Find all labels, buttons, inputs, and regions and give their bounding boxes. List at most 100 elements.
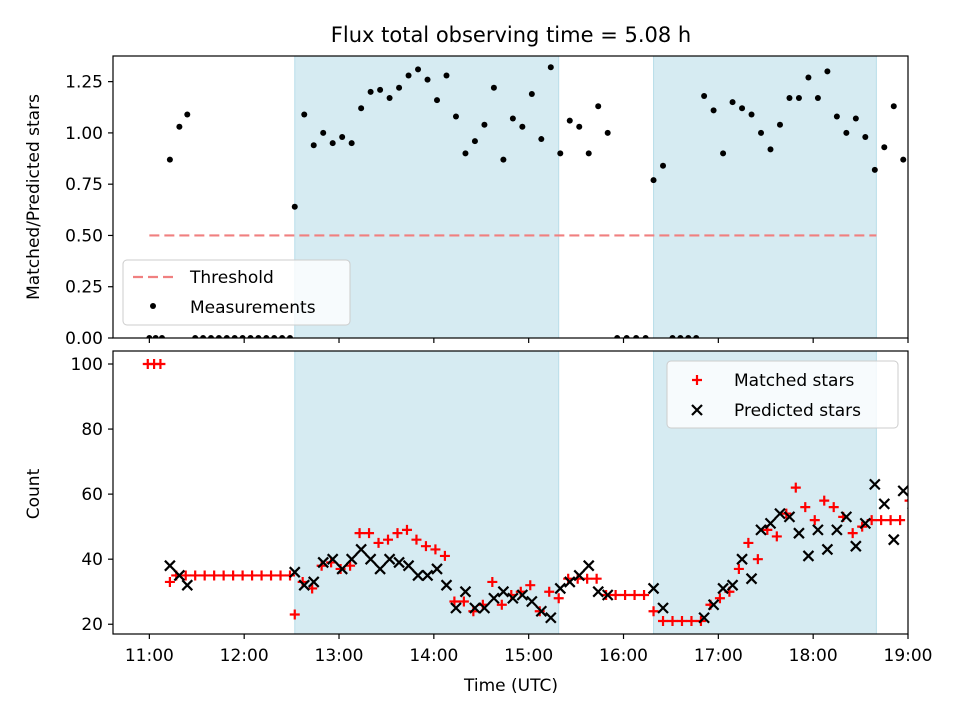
matched-star-point (496, 599, 507, 610)
measurements-legend-marker (150, 303, 156, 309)
matched-star-point (876, 515, 887, 526)
matched-star-point (364, 528, 375, 539)
predicted-star-point (917, 470, 927, 480)
measurement-point (710, 107, 717, 114)
x-tick-label: 13:00 (315, 646, 364, 666)
y-tick-label: 1.00 (65, 124, 103, 144)
matched-star-point (629, 589, 640, 600)
predicted-star-point (592, 585, 604, 598)
y-tick-label: 0.50 (65, 226, 103, 246)
matched-star-point (430, 544, 441, 555)
measurement-point (576, 123, 583, 130)
measurement-point (158, 335, 165, 338)
measurement-point (247, 335, 254, 338)
threshold-legend-label: Threshold (189, 268, 274, 288)
matched-star-point (420, 541, 431, 552)
predicted-star-point (516, 589, 529, 601)
predicted-star-point (545, 611, 557, 624)
matched-star-point (237, 570, 248, 581)
y-tick-label: 20 (81, 615, 103, 635)
plot-area (142, 359, 960, 626)
measurement-point (557, 150, 564, 157)
predicted-star-point (936, 431, 946, 441)
measurement-point (166, 156, 173, 163)
measurement-point (814, 95, 821, 102)
measurement-point (184, 111, 191, 118)
measurement-point (693, 335, 700, 338)
measurement-point (509, 115, 516, 122)
legend-box (666, 360, 899, 429)
measurement-point (871, 166, 878, 173)
measurement-point (271, 335, 278, 338)
matched-star-point (648, 606, 659, 617)
predicted-star-point (774, 507, 786, 520)
matched-star-point (458, 596, 469, 607)
matched-star-point (373, 537, 384, 548)
measurement-point (701, 92, 708, 99)
predicted-star-point (647, 582, 660, 595)
matched-star-point (933, 437, 943, 447)
measurement-point (748, 111, 755, 118)
measurement-point (660, 162, 667, 169)
measurement-point (358, 105, 365, 112)
matched-star-point (401, 524, 412, 535)
matched-star-point (743, 537, 754, 548)
predicted-star-point (345, 553, 358, 565)
predicted-star-point (393, 556, 405, 569)
predicted-star-point (745, 572, 758, 585)
measurement-point (767, 146, 774, 153)
predicted-star-point (355, 543, 367, 556)
y-tick-label: 1.25 (65, 73, 103, 93)
matched-star-point (620, 589, 631, 600)
matched-star-point (819, 495, 830, 506)
matched-star-point (439, 550, 450, 561)
x-tick-label: 14:00 (409, 646, 458, 666)
measurement-point (339, 134, 346, 141)
measurement-point (614, 335, 621, 338)
top-panel: 0.00 0.25 0.50 0.75 1.00 1.25 Threshold Measure… (65, 55, 954, 349)
measurement-point (386, 95, 393, 102)
matched-star-point (733, 563, 744, 574)
predicted-star-point (717, 582, 729, 595)
predicted-star-point (497, 585, 510, 598)
matched-star-point (943, 447, 953, 457)
predicted-star-point (927, 466, 937, 476)
predicted-star-point (955, 479, 960, 489)
measurement-point (890, 103, 897, 110)
y-tick-label: 0.75 (65, 175, 103, 195)
matched-star-point (658, 615, 669, 626)
measurement-point (642, 335, 649, 338)
measurement-point (595, 103, 602, 110)
matched-star-point (335, 563, 346, 574)
legend-box (122, 259, 351, 326)
measurement-point (348, 140, 355, 147)
matched-star-point (952, 476, 960, 486)
measurement-point (538, 136, 545, 143)
predicted-star-point (850, 540, 862, 552)
predicted-star-point (793, 527, 805, 539)
measurement-point (938, 132, 944, 138)
matched-star-point (771, 531, 782, 542)
x-tick-label: 12:00 (220, 646, 269, 666)
matched-star-point (676, 615, 687, 626)
measurement-point (910, 126, 916, 132)
measurement-point (948, 111, 954, 117)
matched-star-point (639, 589, 650, 600)
matched-star-point (752, 554, 763, 565)
measurement-point (462, 150, 469, 157)
measurement-point (405, 72, 412, 79)
measurement-point (669, 335, 676, 338)
measurement-point (291, 203, 298, 210)
predicted-star-point (573, 569, 586, 582)
measurement-point (528, 90, 535, 97)
y-tick-label: 100 (71, 355, 103, 375)
measurements-legend-label: Measurements (190, 298, 316, 318)
predicted-star-point (421, 569, 434, 582)
predicted-star-point (336, 563, 348, 575)
matched-star-point (180, 570, 191, 581)
matched-star-point (591, 573, 602, 584)
matched-star-point (164, 576, 175, 587)
matched-star-point (667, 615, 678, 626)
measurement-point (255, 335, 262, 338)
measurement-point (207, 335, 214, 338)
